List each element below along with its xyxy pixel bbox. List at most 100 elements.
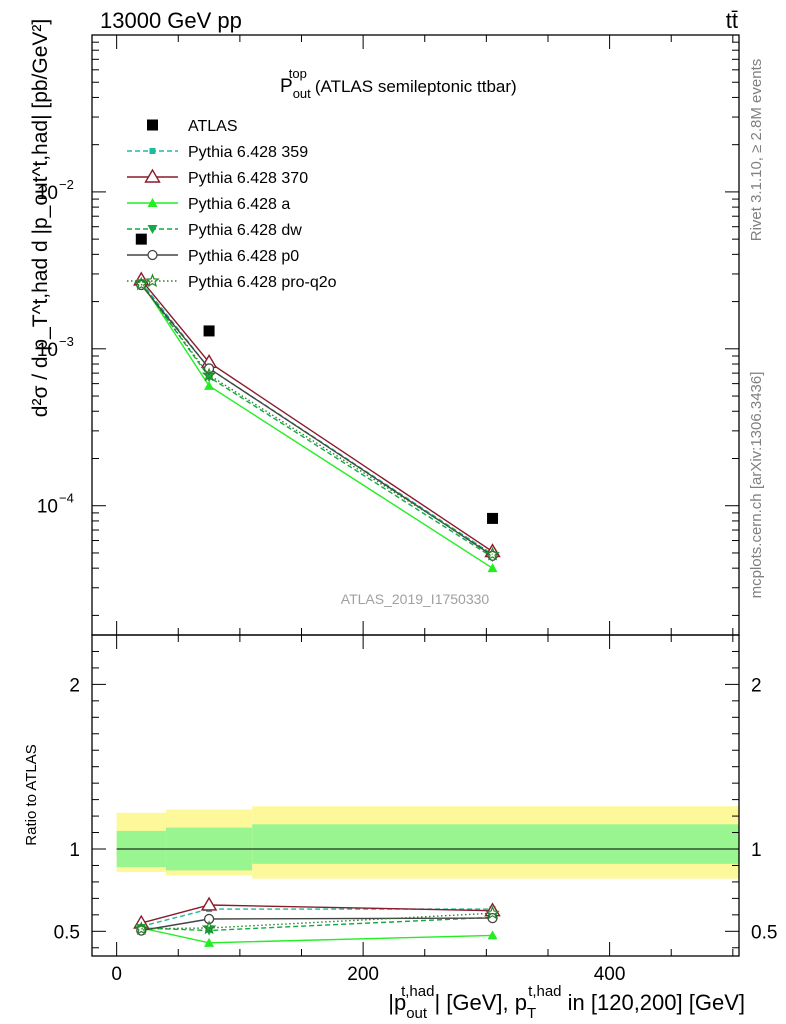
series-pythia-6-428-dw: [136, 279, 498, 563]
energy-label: 13000 GeV pp: [100, 8, 242, 33]
legend-label: Pythia 6.428 p0: [188, 248, 299, 265]
main-series-group: [133, 233, 501, 573]
ratio-point-pythia-6-428-pro-q2o: [485, 905, 500, 920]
line-pythia-6-428-pro-q2o: [140, 283, 493, 555]
legend-entry-pythia-6-428-a: Pythia 6.428 a: [127, 196, 290, 213]
legend-entry-pythia-6-428-370: Pythia 6.428 370: [127, 168, 308, 187]
series-pythia-6-428-a: [136, 277, 498, 573]
x-axis-label-part2: | [GeV], p: [434, 990, 527, 1015]
line-pythia-6-428-a: [140, 282, 493, 569]
x-axis-label-sub1: out: [406, 1005, 428, 1022]
main-y-axis-label: d²σ / d p_T^t,had d |p_out^t,had| [pb/Ge…: [29, 19, 52, 417]
ratio-y-tick-label-right: 2: [751, 675, 762, 696]
ratio-y-tick-label-right: 1: [751, 840, 762, 861]
point-pythia-6-428-pro-q2o: [134, 276, 149, 291]
legend-label: Pythia 6.428 a: [188, 196, 290, 213]
ratio-y-tick-label: 1: [69, 840, 80, 861]
ratio-point-pythia-6-428-370: [200, 896, 218, 911]
process-label: tt̄: [726, 8, 738, 33]
plot-title-sup: top: [289, 66, 307, 81]
legend-marker: [147, 249, 158, 261]
band-inner: [252, 824, 739, 864]
rivet-label: Rivet 3.1.10, ≥ 2.8M events: [748, 59, 765, 242]
legend-label: Pythia 6.428 pro-q2o: [188, 274, 337, 291]
mcplots-label: mcplots.cern.ch [arXiv:1306.3436]: [748, 372, 765, 599]
legend-marker: [147, 225, 158, 234]
ratio-uncertainty-bands: [116, 806, 739, 879]
ratio-line-pythia-6-428-pro-q2o: [141, 912, 493, 930]
ratio-point-pythia-6-428-pro-q2o: [201, 920, 217, 935]
ratio-panel: 0.5 0.5 1 1 2 2 0 200 400: [54, 634, 778, 985]
ratio-series-pythia-6-428-dw: [136, 913, 498, 936]
ratio-y-tick-label-right: 0.5: [751, 922, 777, 943]
point-pythia-6-428-a: [204, 380, 215, 390]
ratio-frame: [91, 634, 740, 957]
x-axis-label-part3: in [120,200] [GeV]: [562, 990, 745, 1015]
main-axis-ticks: [92, 34, 739, 635]
legend-label: Pythia 6.428 dw: [188, 222, 302, 239]
x-axis-label-sub2: T: [527, 1005, 536, 1022]
legend-label: Pythia 6.428 370: [188, 170, 308, 187]
line-pythia-6-428-359: [140, 281, 493, 555]
series-pythia-6-428-370: [133, 271, 501, 558]
legend-marker: [147, 198, 158, 207]
main-y-tick-label: 10: [37, 497, 58, 518]
main-panel: 10−210−310−4: [37, 34, 740, 636]
ratio-series-pythia-6-428-p0: [136, 912, 498, 936]
x-tick-label: 200: [347, 964, 379, 985]
legend-marker: [149, 148, 156, 154]
ratio-point-pythia-6-428-pro-q2o: [134, 921, 149, 936]
ratio-series-group: [133, 896, 501, 947]
plot-title-rest: (ATLAS semileptonic ttbar): [315, 77, 517, 96]
ratio-series-pythia-6-428-370: [133, 896, 501, 929]
ratio-y-tick-label: 2: [69, 675, 80, 696]
ratio-tick-labels: 0.5 0.5 1 1 2 2 0 200 400: [54, 675, 778, 985]
legend-entry-pythia-6-428-359: Pythia 6.428 359: [127, 144, 308, 161]
x-tick-label: 400: [594, 964, 626, 985]
main-y-tick-exponent: −3: [59, 334, 74, 349]
ratio-series-pythia-6-428-a: [136, 923, 498, 947]
point-pythia-6-428-pro-q2o: [485, 546, 500, 561]
legend-entry-atlas: ATLAS: [147, 118, 238, 135]
legend: ATLAS Pythia 6.428 359 Pythia 6.428 370 Pyt…: [127, 118, 337, 291]
legend-marker: [144, 168, 161, 183]
point-atlas: [135, 233, 147, 245]
legend-label: ATLAS: [188, 118, 238, 135]
ratio-point-pythia-6-428-p0: [487, 912, 498, 924]
series-pythia-6-428-359: [138, 279, 496, 558]
main-y-axis-label-text: d²σ / d p_T^t,had d |p_out^t,had| [pb/Ge…: [29, 19, 52, 417]
plot-title: Pout top (ATLAS semileptonic ttbar): [280, 66, 517, 101]
main-y-tick-label: 10: [37, 183, 58, 204]
series-pythia-6-428-pro-q2o: [134, 276, 500, 561]
main-y-tick-label: 10: [37, 340, 58, 361]
main-y-tick-labels: 10−210−310−4: [37, 177, 74, 518]
legend-entry-pythia-6-428-p0: Pythia 6.428 p0: [127, 248, 299, 265]
x-axis-label-part1: |p: [388, 990, 406, 1015]
plot-title-sub: out: [293, 86, 311, 101]
legend-marker: [147, 119, 158, 131]
watermark: ATLAS_2019_I1750330: [341, 591, 490, 607]
main-y-tick-exponent: −4: [59, 491, 74, 506]
main-y-tick-exponent: −2: [59, 177, 74, 192]
ratio-axis-ticks: [92, 634, 739, 956]
ratio-y-axis-label: Ratio to ATLAS: [23, 744, 40, 845]
legend-marker: [145, 273, 160, 288]
point-atlas: [203, 325, 215, 337]
x-tick-label: 0: [111, 964, 122, 985]
line-pythia-6-428-370: [140, 279, 493, 553]
point-pythia-6-428-a: [487, 563, 498, 573]
legend-entry-pythia-6-428-pro-q2o: Pythia 6.428 pro-q2o: [127, 273, 337, 291]
legend-label: Pythia 6.428 359: [188, 144, 308, 161]
point-pythia-6-428-pro-q2o: [201, 367, 217, 382]
x-axis-label: |pout t,had| [GeV], pTt,had in [120,200] …: [388, 983, 745, 1022]
point-atlas: [487, 512, 499, 524]
ratio-y-tick-label: 0.5: [54, 922, 80, 943]
plot-title-main: P: [280, 76, 293, 97]
ratio-series-pythia-6-428-pro-q2o: [134, 905, 500, 936]
legend-entry-pythia-6-428-dw: Pythia 6.428 dw: [127, 222, 302, 239]
ratio-point-pythia-6-428-a: [204, 937, 215, 947]
line-pythia-6-428-p0: [140, 284, 493, 557]
series-atlas: [135, 233, 499, 524]
x-axis-label-sup1: t,had: [401, 983, 434, 1000]
